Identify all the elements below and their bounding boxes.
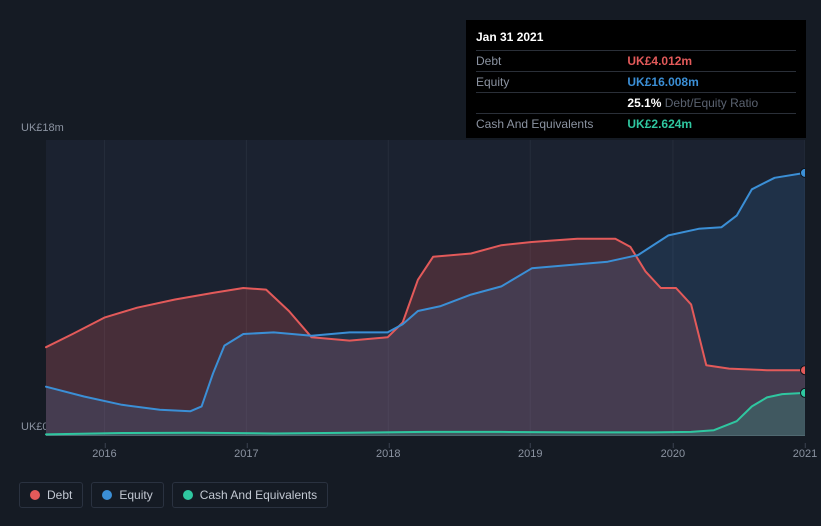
legend: Debt Equity Cash And Equivalents (19, 482, 328, 508)
legend-dot-icon (30, 490, 40, 500)
hover-tooltip: Jan 31 2021 Debt UK£4.012m Equity UK£16.… (466, 20, 806, 138)
tooltip-date: Jan 31 2021 (476, 26, 796, 50)
tooltip-ratio: 25.1% Debt/Equity Ratio (627, 93, 796, 114)
legend-dot-icon (183, 490, 193, 500)
tooltip-row-label: Equity (476, 72, 627, 93)
tooltip-row-label: Debt (476, 51, 627, 72)
x-axis-tick: 2020 (661, 448, 685, 460)
x-axis-tick: 2018 (376, 448, 400, 460)
x-axis: 201620172018201920202021 (19, 440, 805, 460)
legend-item-equity[interactable]: Equity (91, 482, 163, 508)
x-axis-tick: 2021 (793, 448, 817, 460)
tooltip-ratio-pct: 25.1% (627, 96, 661, 110)
legend-item-cash[interactable]: Cash And Equivalents (172, 482, 328, 508)
x-axis-tick: 2019 (518, 448, 542, 460)
tooltip-row-value: UK£4.012m (627, 51, 796, 72)
tooltip-row-label: Cash And Equivalents (476, 114, 627, 135)
legend-label: Cash And Equivalents (200, 488, 317, 502)
tooltip-table: Debt UK£4.012m Equity UK£16.008m 25.1% D… (476, 50, 796, 134)
tooltip-ratio-label: Debt/Equity Ratio (665, 96, 758, 110)
legend-item-debt[interactable]: Debt (19, 482, 83, 508)
chart-area (19, 140, 805, 436)
legend-dot-icon (102, 490, 112, 500)
tooltip-row-label (476, 93, 627, 114)
legend-label: Debt (47, 488, 72, 502)
x-axis-tick: 2016 (92, 448, 116, 460)
x-axis-tick: 2017 (234, 448, 258, 460)
tooltip-row-value: UK£2.624m (627, 114, 796, 135)
y-axis-max-label: UK£18m (21, 122, 64, 134)
chart-svg (19, 140, 805, 436)
tooltip-row-value: UK£16.008m (627, 72, 796, 93)
legend-label: Equity (119, 488, 152, 502)
